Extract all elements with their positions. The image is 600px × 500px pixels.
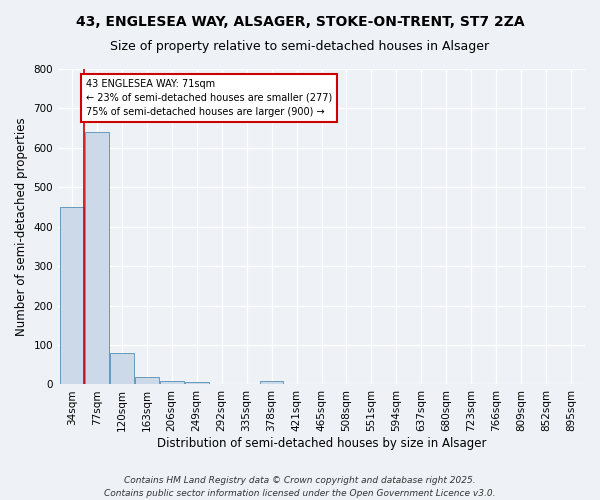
- Bar: [110, 353, 134, 384]
- Bar: [160, 380, 184, 384]
- Text: Size of property relative to semi-detached houses in Alsager: Size of property relative to semi-detach…: [110, 40, 490, 53]
- X-axis label: Distribution of semi-detached houses by size in Alsager: Distribution of semi-detached houses by …: [157, 437, 486, 450]
- Bar: [135, 376, 158, 384]
- Bar: [185, 382, 209, 384]
- Text: Contains HM Land Registry data © Crown copyright and database right 2025.
Contai: Contains HM Land Registry data © Crown c…: [104, 476, 496, 498]
- Bar: [260, 380, 283, 384]
- Bar: [85, 132, 109, 384]
- Text: 43, ENGLESEA WAY, ALSAGER, STOKE-ON-TRENT, ST7 2ZA: 43, ENGLESEA WAY, ALSAGER, STOKE-ON-TREN…: [76, 15, 524, 29]
- Text: 43 ENGLESEA WAY: 71sqm
← 23% of semi-detached houses are smaller (277)
75% of se: 43 ENGLESEA WAY: 71sqm ← 23% of semi-det…: [86, 79, 332, 117]
- Bar: [60, 207, 83, 384]
- Y-axis label: Number of semi-detached properties: Number of semi-detached properties: [15, 118, 28, 336]
